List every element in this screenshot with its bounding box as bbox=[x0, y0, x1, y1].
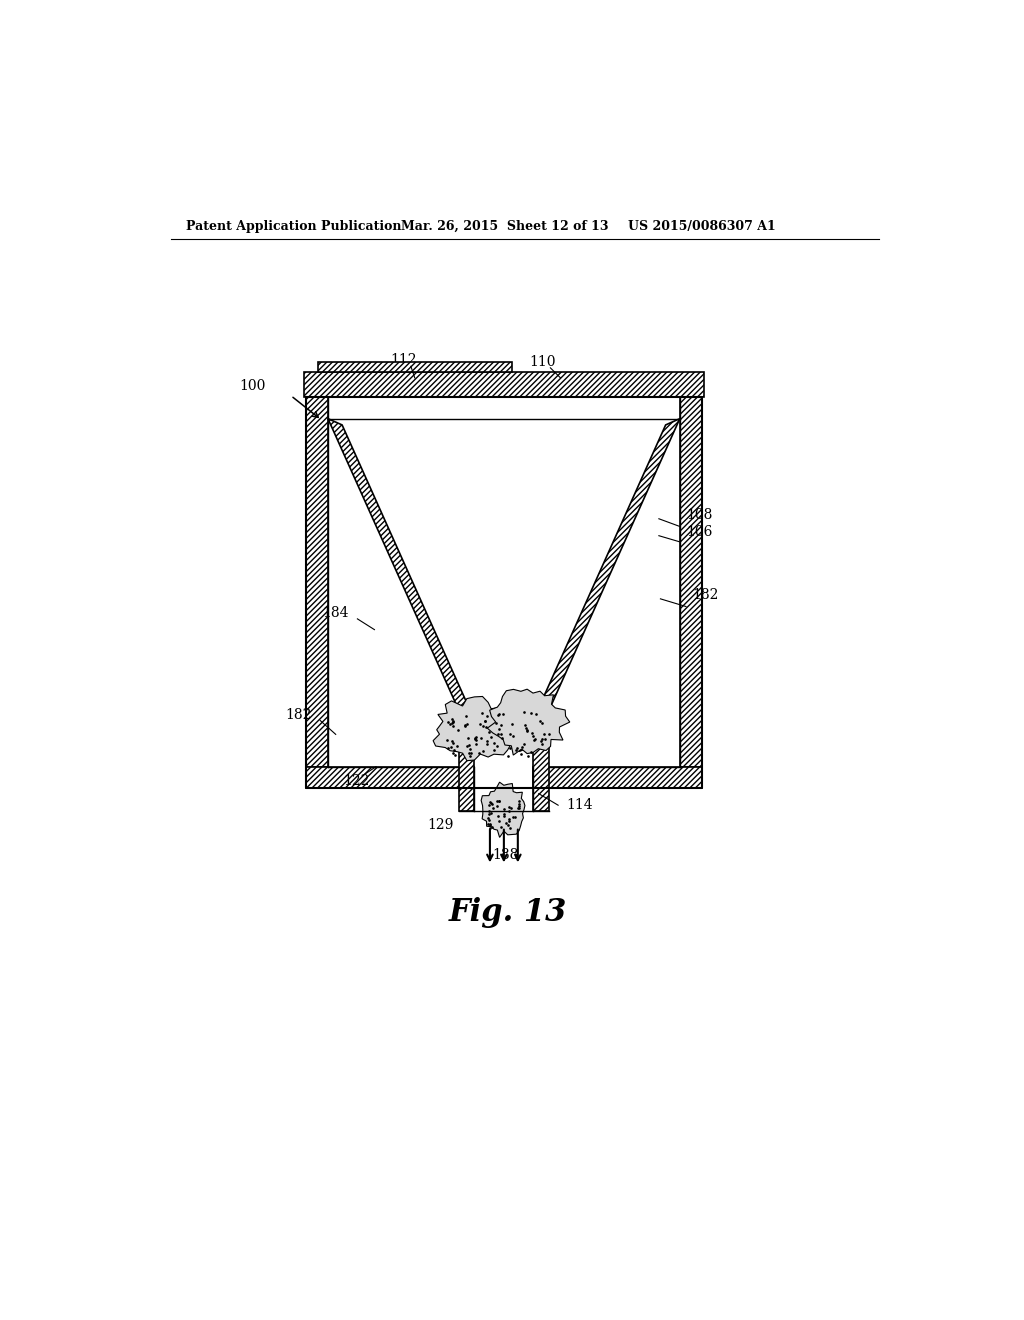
Text: 182: 182 bbox=[692, 587, 719, 602]
Polygon shape bbox=[519, 418, 680, 751]
Polygon shape bbox=[328, 397, 680, 418]
Polygon shape bbox=[487, 689, 569, 755]
Text: 112: 112 bbox=[390, 354, 417, 367]
Text: 188: 188 bbox=[493, 849, 518, 862]
Text: 114: 114 bbox=[566, 799, 593, 812]
Text: 110: 110 bbox=[529, 355, 556, 368]
Polygon shape bbox=[306, 767, 474, 788]
Polygon shape bbox=[317, 362, 512, 372]
Polygon shape bbox=[328, 418, 488, 751]
Text: Fig. 13: Fig. 13 bbox=[449, 898, 567, 928]
Text: Mar. 26, 2015  Sheet 12 of 13: Mar. 26, 2015 Sheet 12 of 13 bbox=[400, 219, 608, 232]
Text: 108: 108 bbox=[686, 508, 713, 521]
Text: Patent Application Publication: Patent Application Publication bbox=[186, 219, 401, 232]
Polygon shape bbox=[459, 744, 474, 812]
Polygon shape bbox=[481, 783, 525, 837]
Polygon shape bbox=[534, 767, 701, 788]
Text: 129: 129 bbox=[427, 818, 454, 832]
Polygon shape bbox=[304, 372, 703, 397]
Polygon shape bbox=[534, 744, 549, 812]
Text: 182: 182 bbox=[286, 708, 311, 722]
Polygon shape bbox=[306, 397, 701, 796]
Text: 122: 122 bbox=[343, 774, 370, 788]
Polygon shape bbox=[306, 397, 328, 767]
Polygon shape bbox=[433, 697, 520, 760]
Text: 184: 184 bbox=[323, 606, 349, 620]
Text: US 2015/0086307 A1: US 2015/0086307 A1 bbox=[628, 219, 775, 232]
Text: 100: 100 bbox=[240, 379, 266, 392]
Polygon shape bbox=[680, 397, 701, 767]
Polygon shape bbox=[343, 418, 665, 744]
Text: 106: 106 bbox=[686, 525, 713, 539]
